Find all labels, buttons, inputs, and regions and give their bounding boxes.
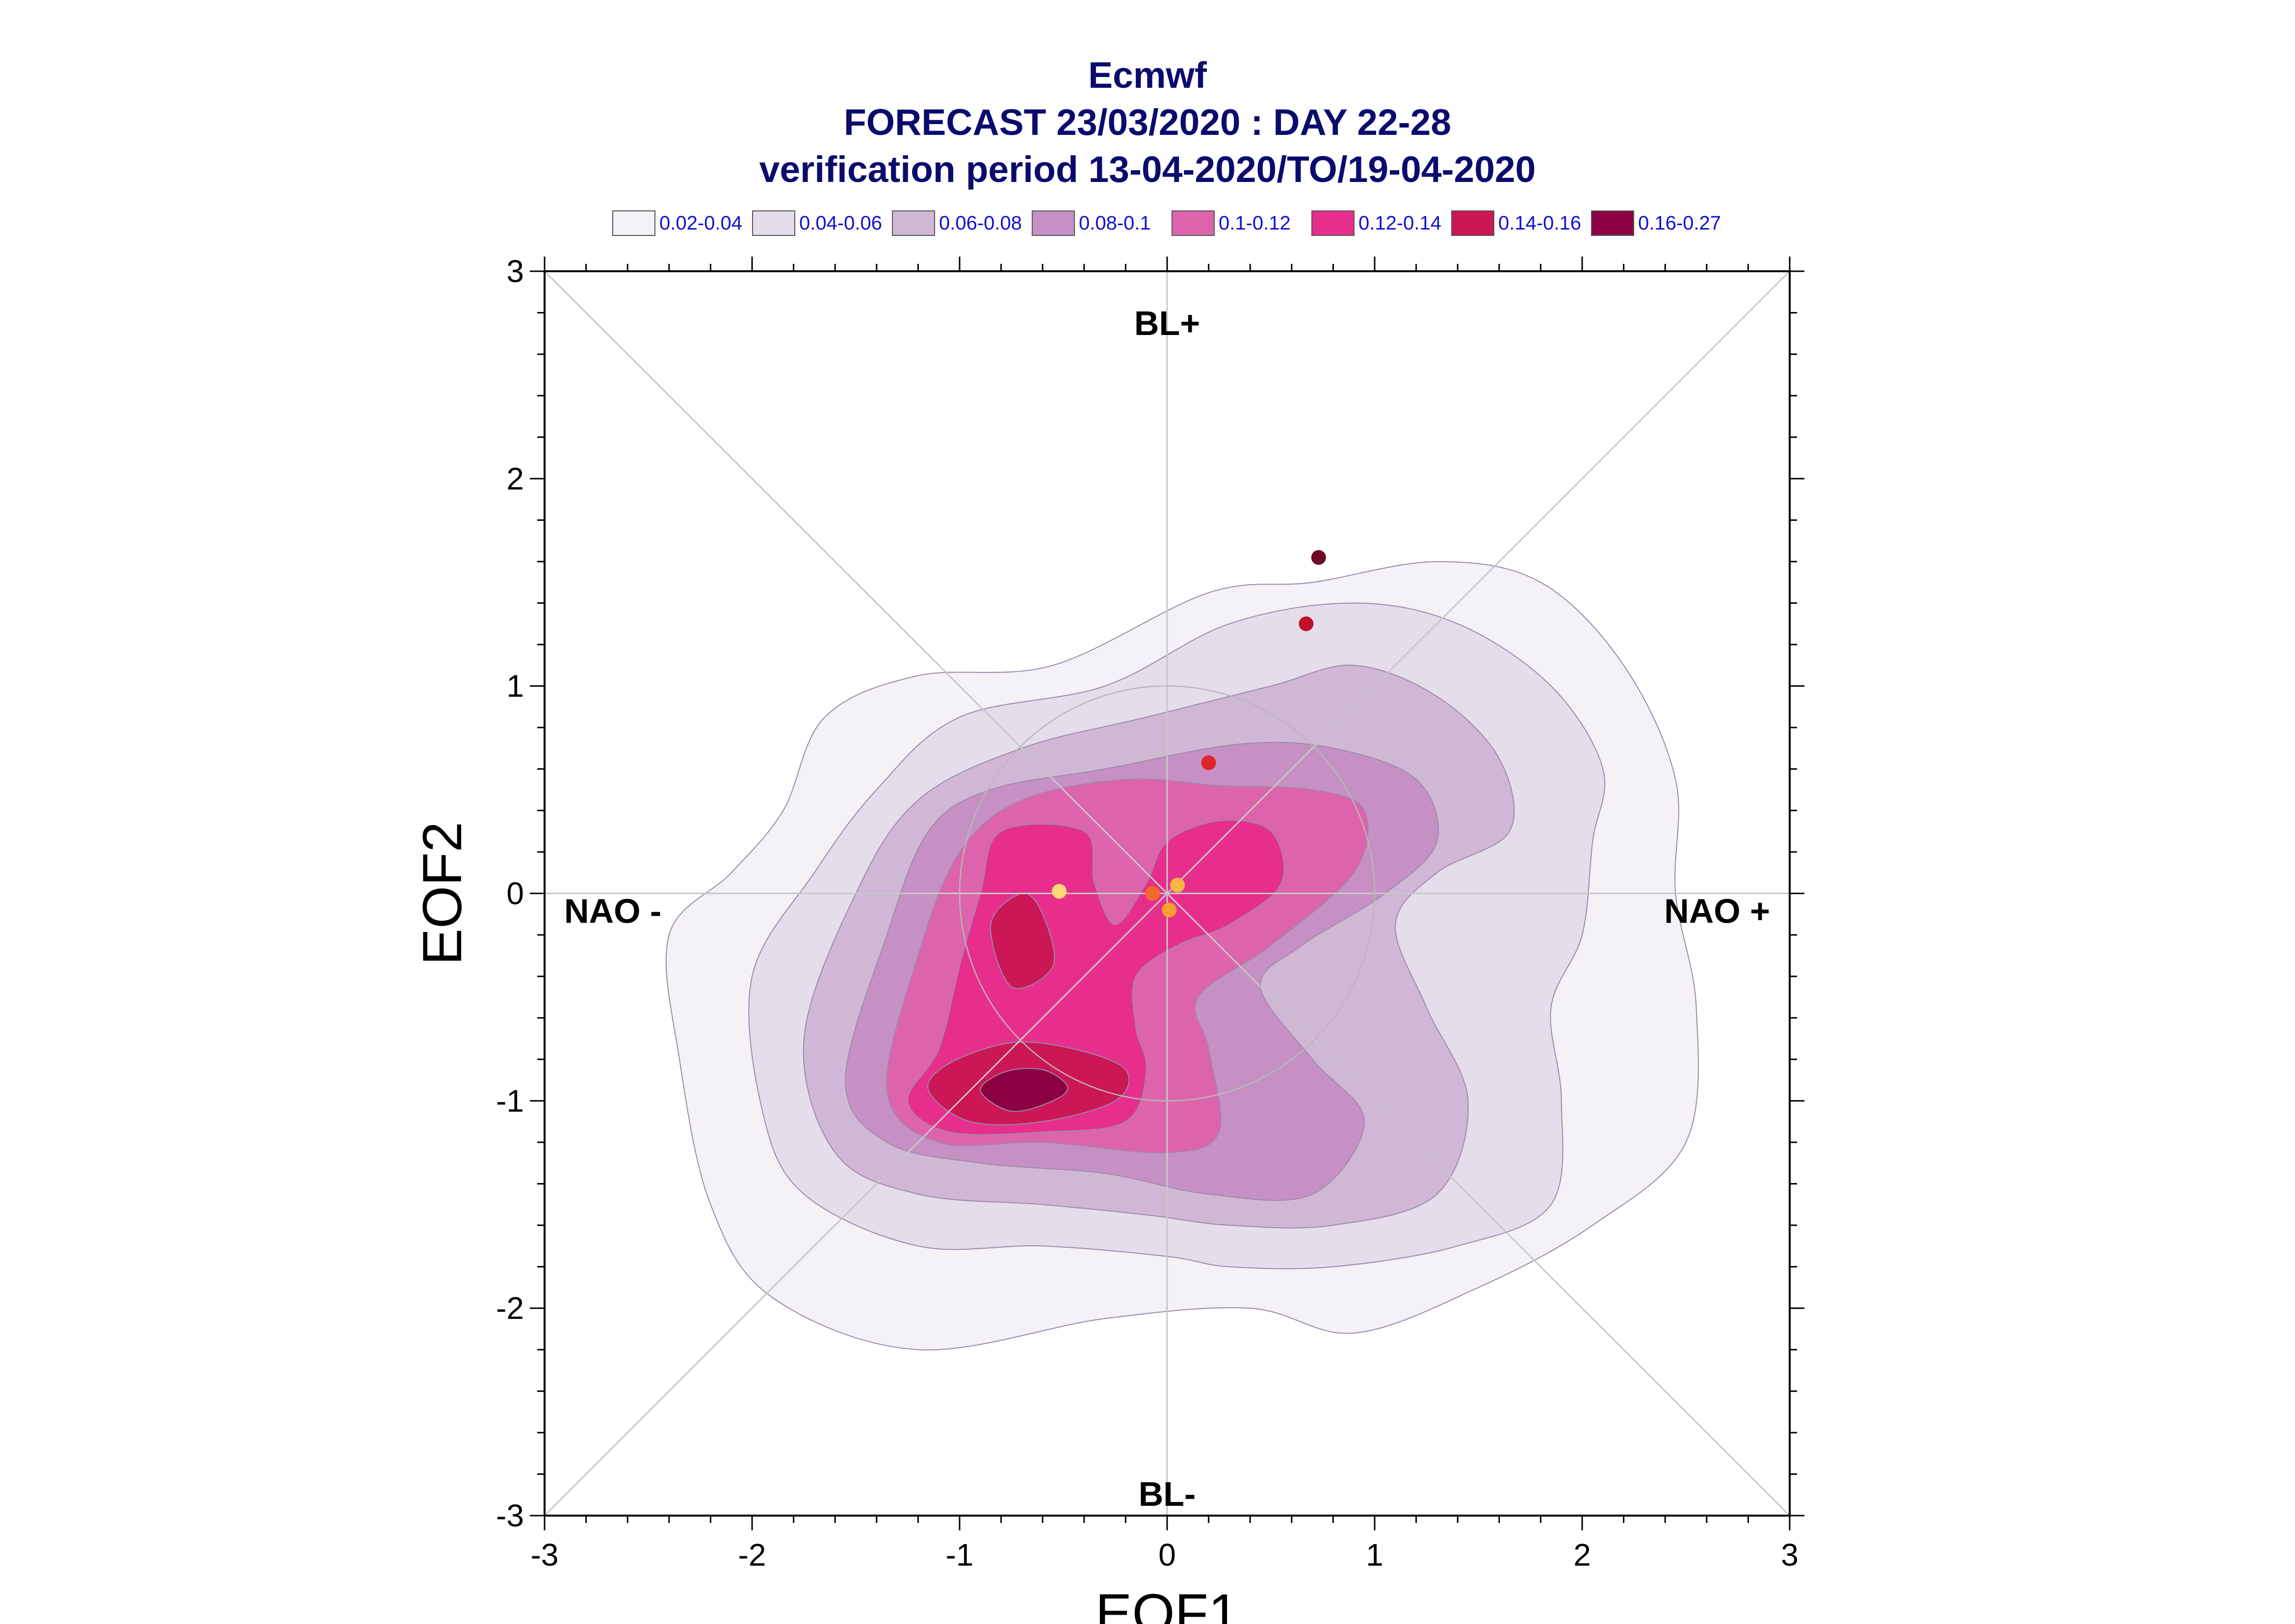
x-tick-label: -3 — [531, 1537, 559, 1572]
x-tick-label: 1 — [1366, 1537, 1383, 1572]
legend-item: 0.1-0.12 — [1172, 208, 1291, 238]
reference-circle — [959, 685, 1376, 1102]
x-tick-label: 3 — [1781, 1537, 1799, 1572]
legend-swatch — [612, 210, 655, 236]
y-tick-label: 1 — [506, 669, 524, 704]
legend-item: 0.16-0.27 — [1591, 208, 1721, 238]
chart-title: Ecmwf FORECAST 23/03/2020 : DAY 22-28 ve… — [0, 52, 2295, 193]
legend-label: 0.08-0.1 — [1079, 212, 1151, 234]
legend-label: 0.1-0.12 — [1219, 212, 1291, 234]
density-contour — [990, 893, 1055, 989]
data-point — [1299, 616, 1314, 631]
data-point — [1201, 755, 1216, 771]
label-nao-plus: NAO + — [1664, 892, 1770, 930]
y-tick-label: -3 — [496, 1498, 524, 1533]
legend-item: 0.02-0.04 — [612, 208, 742, 238]
legend-item: 0.06-0.08 — [892, 208, 1022, 238]
label-bl-minus: BL- — [1139, 1475, 1196, 1513]
legend-swatch — [1172, 210, 1215, 236]
legend-item: 0.08-0.1 — [1032, 208, 1151, 238]
legend-item: 0.04-0.06 — [752, 208, 882, 238]
data-point — [1162, 902, 1177, 918]
legend-label: 0.02-0.04 — [659, 212, 743, 234]
title-line-2: FORECAST 23/03/2020 : DAY 22-28 — [843, 102, 1452, 143]
y-tick-label: 2 — [506, 461, 524, 496]
x-tick-label: 2 — [1573, 1537, 1591, 1572]
x-tick-label: -1 — [946, 1537, 974, 1572]
y-tick-label: -1 — [496, 1083, 524, 1118]
y-tick-label: 3 — [506, 254, 524, 289]
x-tick-label: -2 — [738, 1537, 766, 1572]
legend-label: 0.14-0.16 — [1498, 212, 1582, 234]
title-line-3: verification period 13-04-2020/TO/19-04-… — [759, 149, 1536, 190]
legend-label: 0.16-0.27 — [1638, 212, 1721, 234]
legend-swatch — [1311, 210, 1355, 236]
diagonal-line — [544, 270, 1791, 1517]
legend-label: 0.04-0.06 — [799, 212, 883, 234]
label-bl-plus: BL+ — [1134, 304, 1200, 342]
y-tick-label: 0 — [506, 876, 524, 911]
legend-swatch — [1591, 210, 1634, 236]
data-point — [1170, 877, 1185, 893]
legend-swatch — [752, 210, 795, 236]
legend-swatch — [1032, 210, 1075, 236]
x-tick-label: 0 — [1158, 1537, 1176, 1572]
y-axis-label: EOF2 — [412, 822, 473, 965]
density-contour — [980, 1068, 1069, 1112]
legend-label: 0.12-0.14 — [1358, 212, 1442, 234]
legend-item: 0.14-0.16 — [1451, 208, 1581, 238]
title-line-1: Ecmwf — [1088, 54, 1207, 96]
data-point — [1145, 886, 1160, 901]
data-point — [1311, 550, 1326, 565]
legend-item: 0.12-0.14 — [1311, 208, 1441, 238]
x-axis-label: EOF1 — [1095, 1583, 1239, 1624]
y-tick-label: -2 — [496, 1290, 524, 1326]
legend-swatch — [1451, 210, 1494, 236]
legend-label: 0.06-0.08 — [939, 212, 1022, 234]
label-nao-minus: NAO - — [564, 892, 661, 930]
legend-swatch — [892, 210, 935, 236]
data-point — [1052, 884, 1067, 899]
